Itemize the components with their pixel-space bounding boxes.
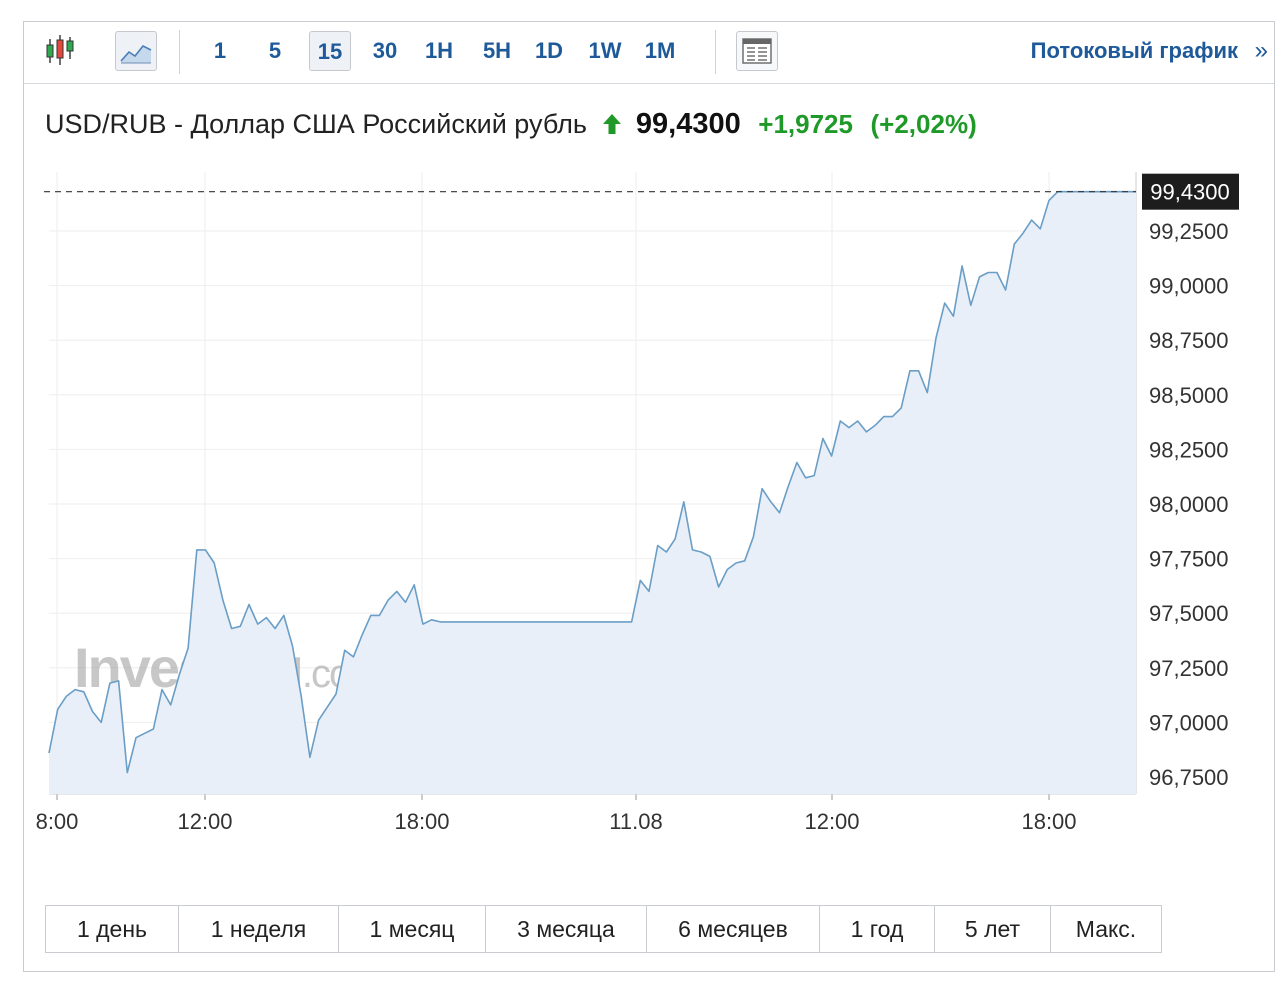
price-area <box>49 191 1136 794</box>
x-tick-label: 18:00 <box>394 809 449 834</box>
y-tick-label: 98,5000 <box>1149 383 1229 408</box>
y-tick-label: 97,7500 <box>1149 547 1229 572</box>
timeframe-15[interactable]: 15 <box>309 31 351 71</box>
chart-widget: 1 5 15 30 1H 5H 1D 1W 1M Потоковый график » USD/… <box>23 21 1275 972</box>
range-button[interactable]: 6 месяцев <box>647 906 820 952</box>
y-tick-label: 96,7500 <box>1149 765 1229 790</box>
range-button[interactable]: 1 неделя <box>179 906 339 952</box>
area-chart-icon[interactable] <box>115 31 157 71</box>
x-tick-label: 18:00 <box>1021 809 1076 834</box>
price-chart[interactable]: 99,2500 99,0000 98,7500 98,5000 98,2500 98,00… <box>24 22 1274 882</box>
y-tick-label: 99,0000 <box>1149 274 1229 299</box>
range-button[interactable]: Макс. <box>1051 906 1161 952</box>
y-tick-label: 97,5000 <box>1149 601 1229 626</box>
toolbar-separator <box>715 30 716 74</box>
price-change: +1,9725 <box>758 109 853 139</box>
timeframe-1m[interactable]: 1M <box>644 38 676 63</box>
up-arrow-icon <box>602 108 622 144</box>
timeframe-1w[interactable]: 1W <box>588 38 622 63</box>
last-price-tag <box>1142 173 1239 210</box>
range-selector: 1 день 1 неделя 1 месяц 3 месяца 6 месяцев 1 … <box>45 905 1162 953</box>
timeframe-5[interactable]: 5 <box>268 38 282 63</box>
timeframe-1d[interactable]: 1D <box>534 38 564 63</box>
price-change-percent: (+2,02%) <box>870 109 977 139</box>
y-tick-label: 97,2500 <box>1149 656 1229 681</box>
candlestick-icon[interactable] <box>41 31 83 71</box>
y-tick-label: 98,0000 <box>1149 492 1229 517</box>
instrument-header: USD/RUB - Доллар США Российский рубль 99… <box>45 106 977 142</box>
price-line <box>48 190 1136 774</box>
range-button[interactable]: 1 месяц <box>339 906 486 952</box>
y-tick-label: 97,0000 <box>1149 710 1229 735</box>
chart-toolbar: 1 5 15 30 1H 5H 1D 1W 1M Потоковый график » <box>24 22 1274 84</box>
range-button[interactable]: 1 год <box>820 906 935 952</box>
x-tick-label: 12:00 <box>177 809 232 834</box>
x-tick-label: 8:00 <box>36 809 79 834</box>
y-tick-label: 99,2500 <box>1149 219 1229 244</box>
instrument-name: USD/RUB - Доллар США Российский рубль <box>45 109 587 139</box>
y-tick-label: 98,2500 <box>1149 437 1229 462</box>
x-tick-label: 12:00 <box>804 809 859 834</box>
timeframe-1h[interactable]: 1H <box>424 38 454 63</box>
streaming-chart-link[interactable]: Потоковый график <box>1030 38 1238 63</box>
range-button[interactable]: 1 день <box>46 906 179 952</box>
double-chevron-right-icon: » <box>1254 37 1268 64</box>
table-view-icon[interactable] <box>736 31 778 71</box>
y-tick-label: 98,7500 <box>1149 328 1229 353</box>
range-button[interactable]: 5 лет <box>935 906 1051 952</box>
last-price-tag-label: 99,4300 <box>1150 180 1230 205</box>
timeframe-5h[interactable]: 5H <box>482 38 512 63</box>
timeframe-30[interactable]: 30 <box>372 38 398 63</box>
range-button[interactable]: 3 месяца <box>486 906 647 952</box>
timeframe-1[interactable]: 1 <box>213 38 227 63</box>
last-price: 99,4300 <box>635 108 741 140</box>
toolbar-separator <box>179 30 180 74</box>
x-tick-label: 11.08 <box>609 809 662 834</box>
